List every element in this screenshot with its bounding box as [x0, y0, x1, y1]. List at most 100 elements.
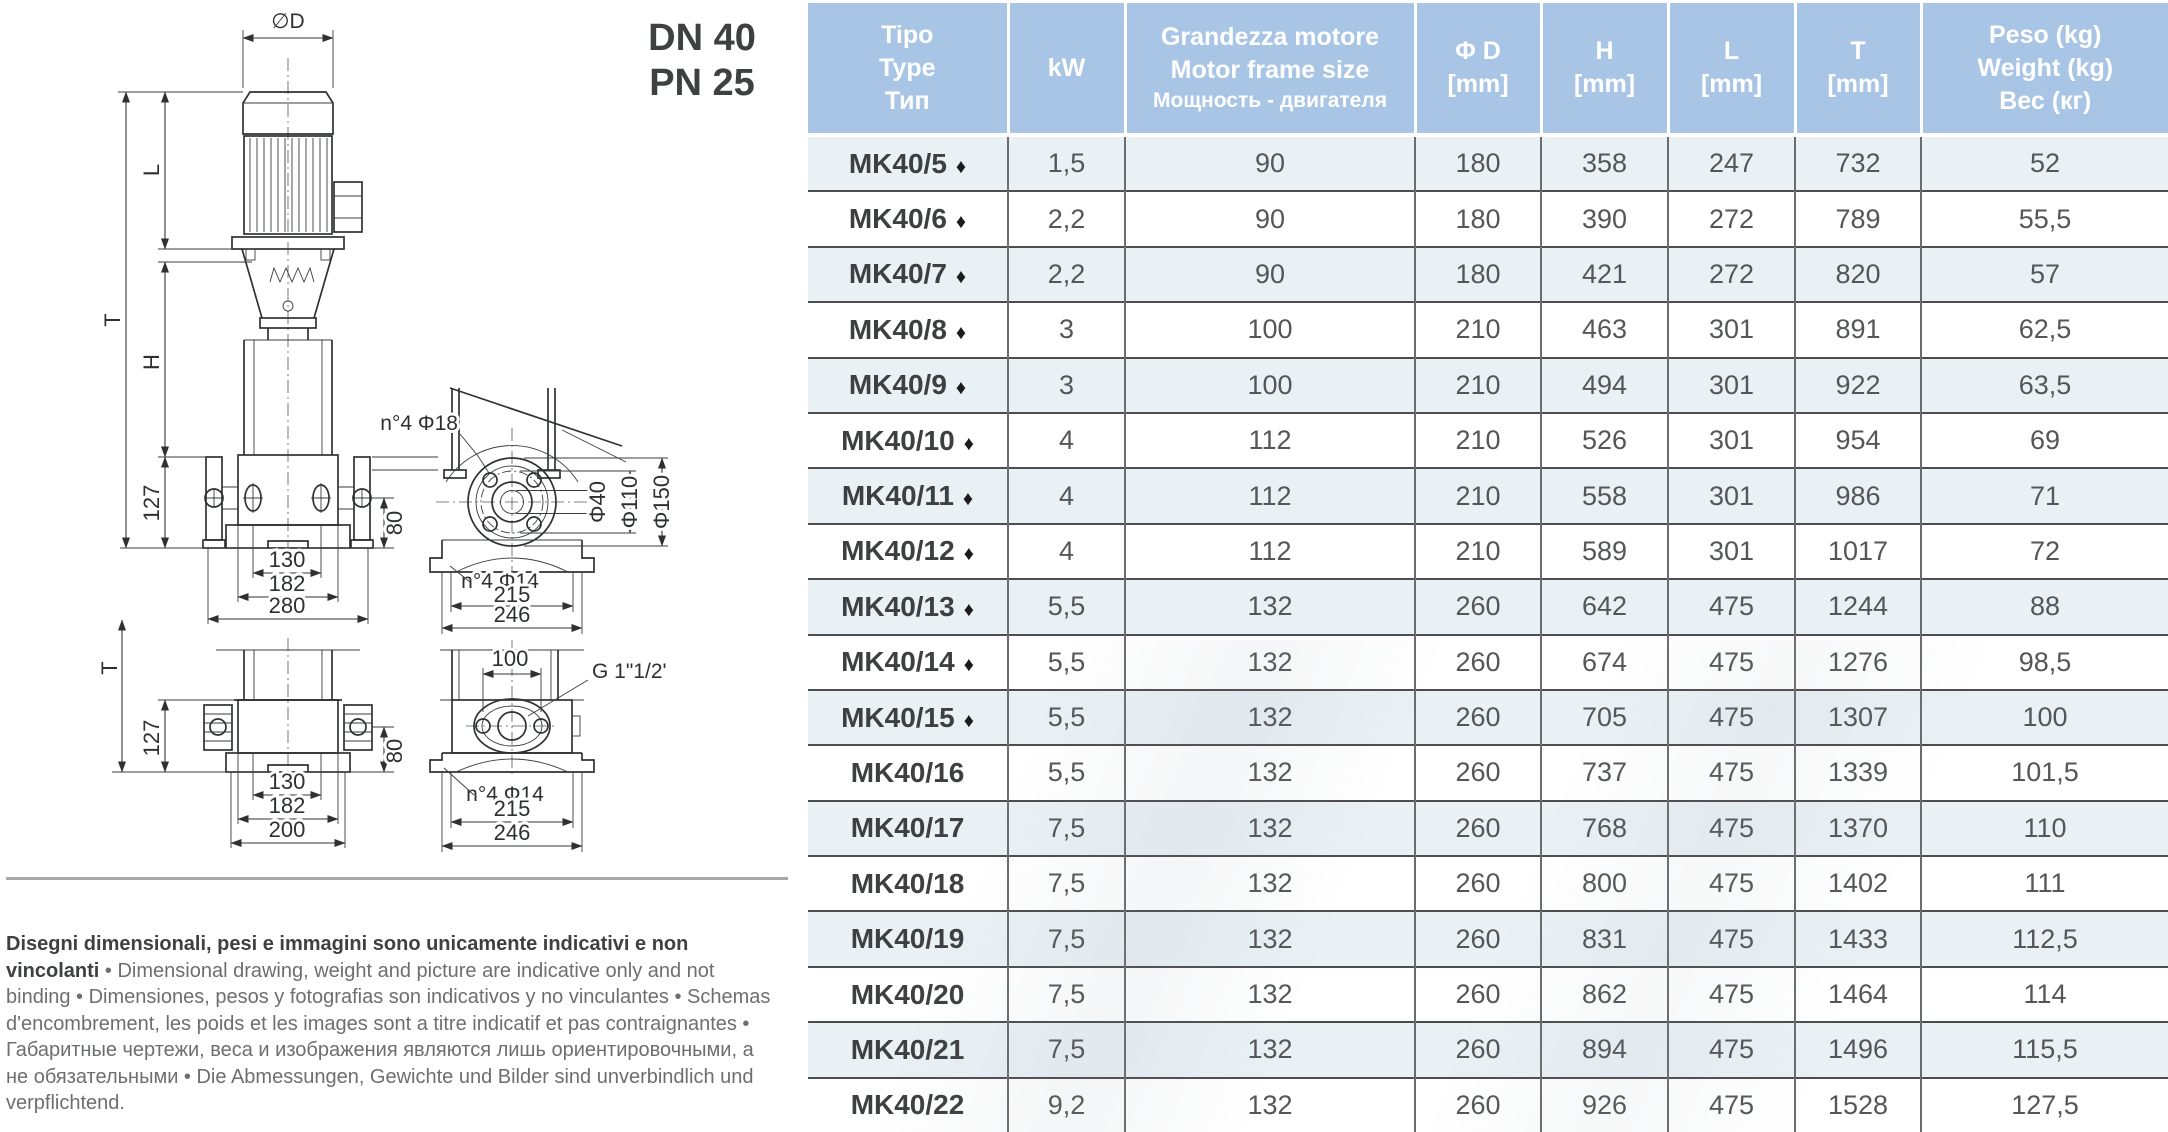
value-cell-frame: 112: [1124, 523, 1415, 580]
value-cell-l: 475: [1667, 911, 1795, 967]
value-cell-frame: 112: [1124, 468, 1415, 524]
dim-label-l: L: [139, 164, 164, 176]
value-cell-l: 475: [1667, 1077, 1795, 1132]
pump-type-cell: MK40/13 ♦: [841, 590, 974, 622]
value-cell-h: 862: [1540, 966, 1668, 1023]
diamond-marker: ♦: [963, 654, 974, 677]
disclaimer-rest: • Dimensional drawing, weight and pictur…: [6, 959, 771, 1115]
value-cell-h: 358: [1540, 135, 1668, 192]
dim-label-phi-d: ∅D: [271, 10, 304, 33]
value-cell-frame: 112: [1124, 412, 1415, 469]
value-cell-frame: 132: [1124, 745, 1415, 801]
dim-label-246-lower: 246: [494, 820, 531, 845]
value-cell-t: 789: [1794, 191, 1921, 247]
value-cell-l: 301: [1667, 357, 1795, 413]
dim-label-127-upper: 127: [139, 485, 164, 522]
dim-label-n4-phi14-upper: n°4 Φ14: [461, 570, 539, 593]
value-cell-frame: 100: [1124, 357, 1415, 413]
disclaimer-text: Disegni dimensionali, pesi e immagini so…: [6, 931, 772, 1117]
table-row: MK40/6 ♦ 2,2 90 180 390 272 789 55,5: [808, 191, 2168, 247]
pump-type-cell: MK40/9 ♦: [848, 369, 967, 401]
pn-rating: PN 25: [649, 62, 755, 104]
pump-type-cell: MK40/19: [850, 923, 965, 955]
dim-label-t-upper: T: [100, 313, 125, 326]
value-cell-peso: 72: [1920, 523, 2168, 580]
table-row: MK40/17 7,5 132 260 768 475 1370 110: [808, 800, 2168, 857]
value-cell-peso: 55,5: [1920, 191, 2168, 247]
col-header-weight: Peso (kg) Weight (kg) Вес (кг): [1919, 3, 2168, 137]
table-row: MK40/11 ♦ 4 112 210 558 301 986 71: [808, 468, 2168, 524]
value-cell-h: 737: [1540, 745, 1668, 801]
dim-label-phi110: Φ110: [617, 476, 642, 529]
value-cell-peso: 69: [1920, 412, 2168, 469]
diamond-marker: ♦: [955, 155, 967, 178]
value-cell-kw: 4: [1007, 468, 1125, 524]
value-cell-t: 1464: [1794, 966, 1921, 1023]
value-cell-frame: 132: [1124, 856, 1415, 912]
value-cell-peso: 114: [1920, 966, 2168, 1023]
value-cell-frame: 100: [1124, 302, 1415, 358]
dim-label-h: H: [139, 354, 164, 370]
value-cell-l: 475: [1667, 856, 1795, 912]
col-header-motor-frame: Grandezza motore Motor frame size Мощнос…: [1123, 3, 1415, 137]
value-cell-frame: 132: [1124, 689, 1415, 746]
value-cell-l: 475: [1667, 634, 1795, 690]
value-cell-t: 1276: [1794, 634, 1921, 690]
col-header-phi-d: Φ D [mm]: [1413, 3, 1541, 137]
dim-label-80-lower: 80: [382, 739, 407, 763]
nominal-specs: DN 40 PN 25: [630, 16, 774, 106]
pump-type-cell: MK40/14 ♦: [841, 646, 974, 678]
pump-type-cell: MK40/6 ♦: [848, 203, 967, 235]
dim-label-n4-phi18: n°4 Φ18: [380, 412, 458, 435]
value-cell-l: 475: [1667, 745, 1795, 801]
table-row: MK40/16 5,5 132 260 737 475 1339 101,5: [808, 745, 2168, 801]
value-cell-phid: 260: [1414, 689, 1541, 746]
diamond-marker: ♦: [962, 488, 974, 511]
side-view-upper: n°4 Φ18 Φ40 Φ110 Φ150 n°4 Φ14 215 246: [377, 387, 677, 634]
value-cell-t: 954: [1794, 412, 1921, 469]
value-cell-l: 301: [1667, 302, 1795, 358]
value-cell-phid: 210: [1414, 302, 1541, 358]
value-cell-frame: 132: [1124, 1077, 1415, 1132]
col-header-l: L [mm]: [1666, 3, 1795, 137]
table-row: MK40/7 ♦ 2,2 90 180 421 272 820 57: [808, 246, 2168, 303]
value-cell-t: 820: [1794, 246, 1921, 303]
value-cell-kw: 4: [1007, 412, 1125, 469]
diamond-marker: ♦: [963, 598, 974, 621]
value-cell-phid: 260: [1414, 911, 1541, 967]
value-cell-h: 831: [1540, 911, 1668, 967]
front-view-upper: ∅D: [97, 10, 438, 624]
value-cell-peso: 127,5: [1920, 1077, 2168, 1132]
dim-label-phi150: Φ150: [649, 475, 674, 529]
table-row: MK40/18 7,5 132 260 800 475 1402 111: [808, 856, 2168, 912]
value-cell-phid: 260: [1414, 579, 1541, 635]
col-header-kw: kW: [1006, 3, 1125, 137]
value-cell-kw: 7,5: [1007, 911, 1125, 967]
value-cell-peso: 115,5: [1920, 1022, 2168, 1078]
value-cell-h: 390: [1540, 191, 1668, 247]
value-cell-phid: 260: [1414, 634, 1541, 690]
dim-label-130-upper: 130: [269, 547, 306, 572]
col-header-h: H [mm]: [1539, 3, 1668, 137]
dim-label-phi40: Φ40: [585, 481, 610, 523]
pump-type-cell: MK40/10 ♦: [841, 424, 974, 456]
dimensions-weight-table: Tipo Type Тип kW Grandezza motore Motor …: [808, 3, 2168, 1132]
table-row: MK40/13 ♦ 5,5 132 260 642 475 1244 88: [808, 579, 2168, 635]
pump-type-cell: MK40/17: [850, 812, 965, 844]
dim-label-280: 280: [269, 593, 306, 618]
value-cell-frame: 90: [1124, 191, 1415, 247]
side-view-lower: 100 G 1"1/2' n°4 Φ14 215 246: [429, 640, 670, 852]
dim-label-100: 100: [492, 646, 529, 671]
pump-type-cell: MK40/7 ♦: [848, 258, 967, 290]
value-cell-kw: 3: [1007, 357, 1125, 413]
pump-type-cell: MK40/20: [850, 978, 965, 1010]
value-cell-t: 1244: [1794, 579, 1921, 635]
value-cell-peso: 98,5: [1920, 634, 2168, 690]
pump-type-cell: MK40/15 ♦: [841, 701, 974, 733]
value-cell-h: 558: [1540, 468, 1668, 524]
value-cell-l: 301: [1667, 468, 1795, 524]
pump-type-cell: MK40/18: [850, 867, 965, 899]
pump-type-cell: MK40/11 ♦: [841, 480, 974, 512]
value-cell-frame: 132: [1124, 579, 1415, 635]
value-cell-frame: 132: [1124, 800, 1415, 857]
